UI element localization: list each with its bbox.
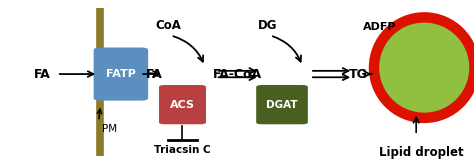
Text: DG: DG [258, 19, 278, 32]
FancyBboxPatch shape [256, 85, 308, 124]
Text: PM: PM [102, 124, 117, 134]
Text: Lipid droplet: Lipid droplet [379, 147, 463, 159]
Text: FA: FA [34, 68, 51, 80]
Text: FA-CoA: FA-CoA [212, 68, 262, 80]
FancyBboxPatch shape [159, 85, 206, 124]
FancyBboxPatch shape [94, 47, 148, 101]
Text: Triacsin C: Triacsin C [154, 145, 211, 155]
Text: DGAT: DGAT [266, 100, 298, 110]
Text: ACS: ACS [170, 100, 195, 110]
Text: FATP: FATP [106, 69, 136, 79]
Text: TG: TG [348, 68, 367, 80]
Text: ADFP: ADFP [363, 22, 396, 32]
Ellipse shape [369, 12, 474, 123]
Ellipse shape [379, 23, 469, 113]
Text: CoA: CoA [155, 19, 181, 32]
Text: FA: FA [146, 68, 163, 80]
